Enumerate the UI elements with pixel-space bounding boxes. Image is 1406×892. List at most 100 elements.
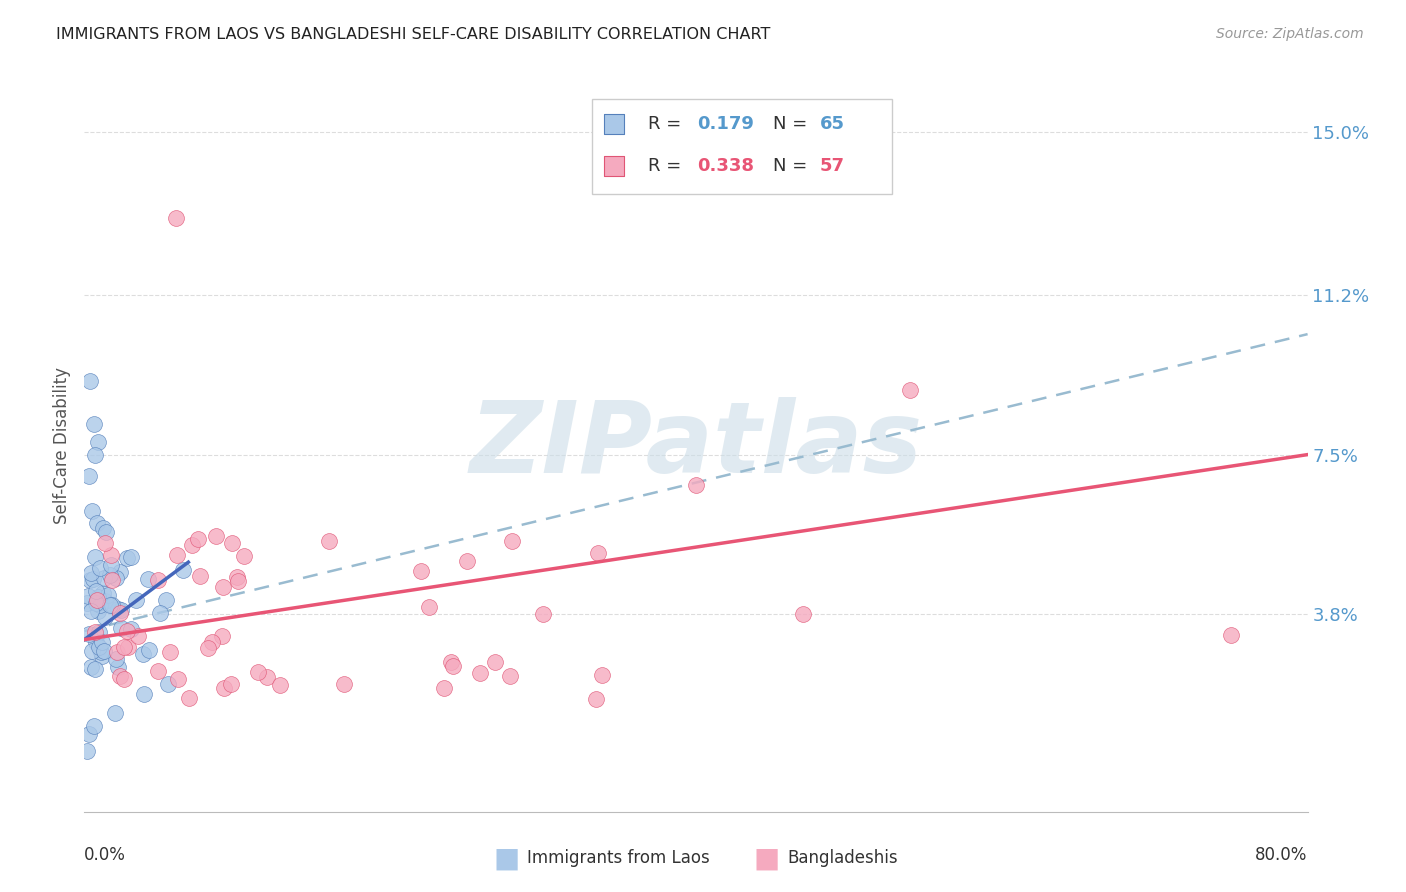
Point (187, 532, 209, 546)
Point (214, 681, 236, 695)
Point (1220, 628, 1243, 642)
Text: N =: N = (773, 157, 813, 175)
Point (80, 643, 103, 657)
Point (93, 644, 115, 658)
Point (585, 691, 607, 706)
Point (107, 602, 129, 616)
Point (93, 571, 115, 585)
Point (115, 624, 138, 639)
Point (792, 607, 814, 621)
Point (197, 640, 219, 655)
Point (211, 580, 233, 594)
Point (177, 691, 200, 706)
Point (77, 589, 100, 603)
Point (159, 645, 181, 659)
Point (80, 660, 103, 674)
Point (76, 744, 98, 758)
Point (172, 562, 194, 576)
Point (83, 550, 105, 565)
Point (132, 647, 155, 661)
Text: R =: R = (648, 157, 688, 175)
Point (90, 645, 112, 659)
Point (211, 629, 233, 643)
Point (77, 469, 100, 483)
Point (105, 571, 128, 585)
Text: N =: N = (773, 115, 813, 133)
Point (433, 681, 456, 695)
Point (90, 649, 112, 664)
Point (82, 572, 104, 586)
Point (440, 655, 463, 669)
Point (484, 655, 506, 669)
Point (107, 660, 129, 674)
Point (221, 536, 243, 550)
Point (91, 635, 114, 649)
Point (136, 572, 159, 586)
Point (97, 588, 120, 602)
Point (685, 477, 707, 491)
Point (409, 564, 432, 578)
Point (105, 652, 128, 666)
Point (86, 592, 108, 607)
Text: 0.338: 0.338 (697, 157, 754, 175)
Point (104, 706, 127, 720)
Bar (592, 98, 891, 194)
Point (80, 604, 103, 618)
Point (110, 621, 132, 635)
Point (84, 624, 107, 639)
Point (148, 574, 170, 588)
Point (98, 598, 121, 612)
Point (101, 598, 124, 612)
Point (165, 211, 187, 225)
Point (86, 590, 108, 604)
Point (592, 668, 614, 682)
Point (586, 546, 609, 560)
Point (79, 573, 101, 587)
Point (318, 533, 340, 548)
Point (89, 561, 111, 575)
Point (84, 448, 107, 462)
Text: 0.0%: 0.0% (84, 847, 127, 864)
Point (110, 603, 132, 617)
Point (83, 719, 105, 733)
Text: 57: 57 (820, 157, 845, 175)
Point (156, 677, 179, 691)
Point (120, 622, 142, 636)
Point (108, 606, 131, 620)
Text: ZIPatlas: ZIPatlas (470, 398, 922, 494)
Point (101, 574, 124, 588)
Point (332, 677, 354, 691)
Point (100, 558, 122, 572)
Point (94, 524, 117, 539)
Point (155, 592, 177, 607)
Point (79, 375, 101, 389)
Point (94, 609, 117, 624)
Point (201, 635, 224, 649)
Text: Immigrants from Laos: Immigrants from Laos (527, 849, 710, 867)
Point (115, 550, 138, 565)
Point (100, 548, 122, 562)
Point (226, 570, 249, 584)
Point (91, 521, 114, 535)
Point (127, 629, 149, 643)
Point (226, 574, 249, 588)
Point (456, 554, 478, 568)
Point (125, 592, 148, 607)
Point (898, 383, 921, 397)
Point (105, 645, 128, 659)
Point (233, 549, 256, 564)
Point (98, 567, 121, 582)
Point (219, 677, 242, 691)
Point (418, 600, 440, 615)
Text: 80.0%: 80.0% (1256, 847, 1308, 864)
Point (498, 668, 520, 682)
Text: ■: ■ (494, 844, 519, 872)
Point (117, 640, 139, 655)
Point (120, 550, 142, 565)
Text: Source: ZipAtlas.com: Source: ZipAtlas.com (1216, 27, 1364, 41)
Point (470, 665, 492, 680)
Point (180, 538, 202, 552)
Point (87, 434, 110, 449)
Point (112, 640, 135, 654)
Text: IMMIGRANTS FROM LAOS VS BANGLADESHI SELF-CARE DISABILITY CORRELATION CHART: IMMIGRANTS FROM LAOS VS BANGLADESHI SELF… (56, 27, 770, 42)
